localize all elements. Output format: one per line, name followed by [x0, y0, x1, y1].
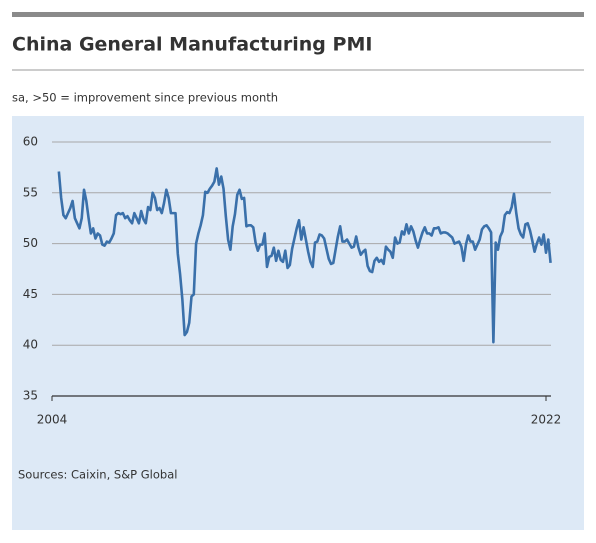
plot-panel — [12, 116, 584, 530]
pmi-line — [57, 167, 552, 344]
y-tick-label: 40 — [23, 338, 38, 352]
chart-title: China General Manufacturing PMI — [12, 34, 372, 56]
y-tick-label: 55 — [23, 185, 38, 199]
y-tick-label: 35 — [23, 389, 38, 403]
y-tick-label: 45 — [23, 287, 38, 301]
chart-subtitle: sa, >50 = improvement since previous mon… — [12, 91, 278, 105]
y-tick-label: 60 — [23, 135, 38, 149]
x-tick-label: 2004 — [37, 413, 68, 427]
top-bar — [12, 12, 584, 17]
x-tick-label: 2022 — [531, 413, 562, 427]
source-note: Sources: Caixin, S&P Global — [18, 468, 177, 482]
y-tick-label: 50 — [23, 236, 38, 250]
